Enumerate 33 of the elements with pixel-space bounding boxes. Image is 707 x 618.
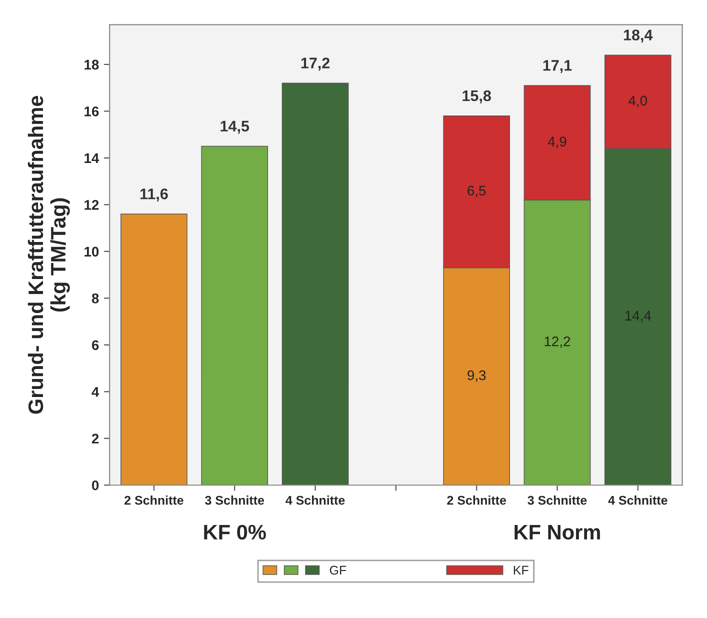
y-tick-label: 10 xyxy=(84,246,99,257)
data-label: 4,9 xyxy=(548,136,566,148)
data-label: 4,0 xyxy=(628,96,648,108)
x-tick-label: 2 Schnitte xyxy=(124,496,184,505)
total-label: 11,6 xyxy=(140,188,168,202)
x-tick-label: 2 Schnitte xyxy=(447,496,506,505)
data-label: 6,5 xyxy=(468,186,486,198)
total-label: 15,8 xyxy=(462,90,491,104)
y-tick-label: 12 xyxy=(84,200,99,210)
x-tick-label: 4 Schnitte xyxy=(286,496,345,505)
y-tick-label: 16 xyxy=(84,106,99,116)
total-label: 17,1 xyxy=(543,60,572,73)
y-tick-label: 4 xyxy=(92,387,100,397)
y-tick-label: 8 xyxy=(92,293,99,304)
data-label: 9,3 xyxy=(468,370,486,382)
text: KF Norm xyxy=(514,525,600,540)
y-tick-label: 2 xyxy=(92,434,99,444)
x-tick-label: 3 Schnitte xyxy=(205,496,264,505)
text: KF 0% xyxy=(204,524,266,540)
total-label: 14,5 xyxy=(220,120,250,134)
y-axis-title: Grund- und Kraftfutteraufnahme (kg TM/Tag) xyxy=(28,96,70,414)
total-label: 17,2 xyxy=(301,58,330,71)
data-label: 12,2 xyxy=(544,336,570,348)
y-tick-label: 18 xyxy=(84,60,99,70)
y-tick-label: 6 xyxy=(92,340,99,350)
y-tick-label: 14 xyxy=(84,153,100,163)
y-tick-label: 0 xyxy=(92,480,99,490)
x-tick-label: 3 Schnitte xyxy=(528,496,587,505)
data-label: 14,4 xyxy=(625,310,652,322)
legend-label: KF xyxy=(514,566,528,574)
total-label: 18,4 xyxy=(624,30,653,43)
legend-label: GF xyxy=(330,566,346,575)
x-tick-label: 4 Schnitte xyxy=(608,496,668,505)
